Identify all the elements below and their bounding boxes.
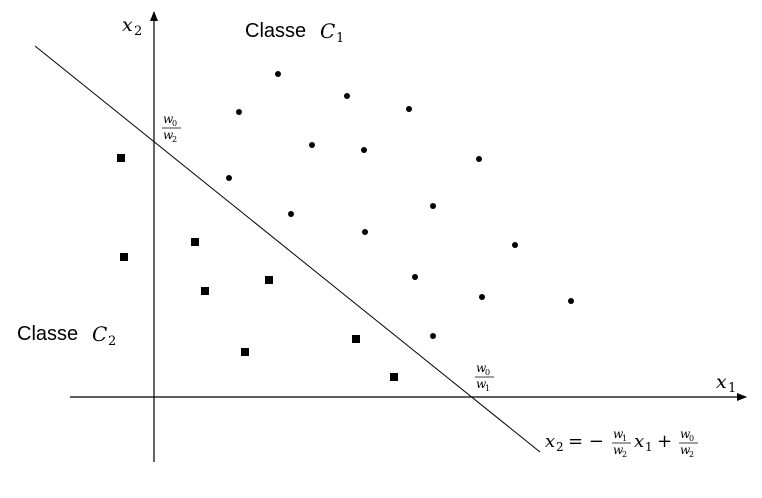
svg-text:w: w	[163, 128, 174, 142]
svg-text:2: 2	[556, 440, 564, 454]
c1-point	[288, 211, 294, 217]
c2-point	[352, 335, 360, 343]
c1-point	[236, 109, 242, 115]
svg-text:0: 0	[172, 119, 177, 128]
c2-point	[241, 348, 249, 356]
svg-text:w: w	[613, 443, 624, 457]
c1-point	[309, 142, 315, 148]
decision-boundary-line	[34, 45, 541, 453]
svg-text:= −: = −	[568, 431, 604, 452]
svg-text:2: 2	[134, 24, 142, 39]
boundary-equation: x 2 = − w 1 w 2 x 1 + w 0 w 2	[545, 427, 698, 459]
c2-point	[390, 373, 398, 381]
svg-text:C: C	[320, 19, 335, 43]
c1-point	[406, 106, 412, 112]
svg-text:x: x	[545, 431, 555, 452]
class-c1-points	[226, 71, 574, 339]
svg-text:w: w	[680, 443, 691, 457]
svg-text:w: w	[476, 377, 487, 391]
x-intercept-label: w 0 w 1	[475, 361, 494, 393]
svg-text:2: 2	[172, 135, 177, 144]
svg-text:2: 2	[108, 334, 116, 349]
c1-point	[430, 203, 436, 209]
c2-point	[120, 253, 128, 261]
svg-text:w: w	[613, 427, 624, 441]
y-intercept-label: w 0 w 2	[162, 112, 181, 144]
svg-text:Classe: Classe	[17, 323, 78, 345]
c1-point	[226, 175, 232, 181]
c1-point	[430, 333, 436, 339]
svg-text:w: w	[476, 361, 487, 375]
c1-point	[275, 71, 281, 77]
svg-text:Classe: Classe	[245, 20, 306, 42]
svg-text:1: 1	[728, 381, 736, 396]
svg-text:C: C	[92, 322, 107, 346]
c1-point	[361, 147, 367, 153]
svg-text:w: w	[163, 112, 174, 126]
c2-point	[201, 287, 209, 295]
class-c2-points	[117, 154, 398, 381]
svg-text:+: +	[657, 431, 672, 452]
svg-text:x: x	[634, 431, 644, 452]
svg-text:0: 0	[689, 434, 694, 443]
svg-text:1: 1	[645, 440, 653, 454]
c1-point	[412, 274, 418, 280]
svg-text:0: 0	[485, 368, 490, 377]
c1-point	[476, 156, 482, 162]
c1-point	[512, 242, 518, 248]
c2-point	[265, 276, 273, 284]
svg-text:w: w	[680, 427, 691, 441]
c1-point	[344, 93, 350, 99]
class-c1-label: Classe C 1	[245, 19, 344, 46]
class-c2-label: Classe C 2	[17, 322, 116, 349]
c2-point	[191, 238, 199, 246]
svg-text:x: x	[716, 371, 727, 393]
x-axis-label: x 1	[716, 371, 736, 396]
svg-text:x: x	[122, 14, 133, 36]
svg-text:2: 2	[689, 450, 694, 459]
c1-point	[479, 294, 485, 300]
c1-point	[362, 229, 368, 235]
c1-point	[568, 298, 574, 304]
svg-text:2: 2	[622, 450, 627, 459]
svg-text:1: 1	[622, 434, 627, 443]
svg-text:1: 1	[336, 31, 344, 46]
c2-point	[117, 154, 125, 162]
y-axis-label: x 2	[122, 14, 142, 39]
svg-text:1: 1	[485, 384, 490, 393]
